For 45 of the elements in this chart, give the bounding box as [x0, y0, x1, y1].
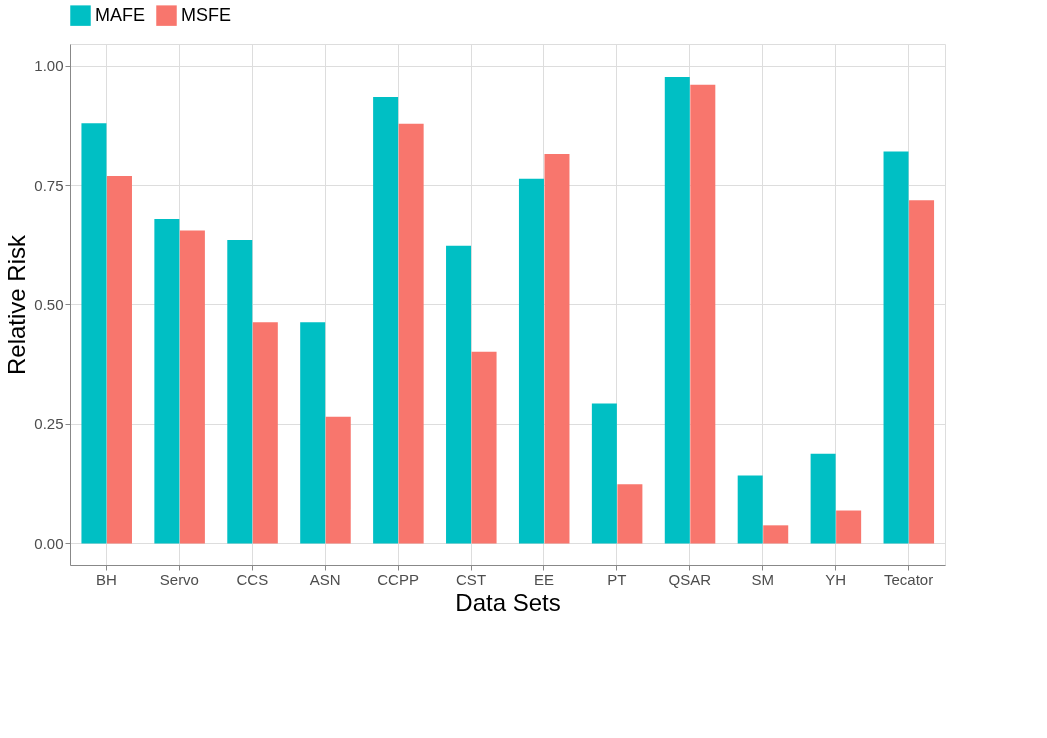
- y-axis-title: Relative Risk: [3, 233, 31, 376]
- y-tick-label: 0.25: [34, 415, 64, 433]
- bar: [737, 475, 763, 544]
- x-tick-label: CST: [456, 570, 487, 588]
- bar: [227, 239, 253, 544]
- bar: [690, 84, 716, 544]
- x-tick-label: BH: [96, 570, 117, 588]
- x-tick-label: CCPP: [377, 570, 419, 588]
- x-tick-label: YH: [825, 570, 847, 588]
- bar: [471, 351, 497, 544]
- x-tick-label: EE: [533, 570, 554, 588]
- bar: [446, 245, 472, 544]
- bar: [106, 175, 132, 544]
- bar: [81, 123, 107, 544]
- y-tick-label: 0.50: [34, 296, 64, 313]
- bar: [544, 153, 570, 544]
- bar: [518, 178, 544, 544]
- x-tick-label: QSAR: [668, 570, 712, 588]
- x-tick-label: Tecator: [883, 570, 934, 588]
- bar: [154, 218, 180, 544]
- x-tick-label: ASN: [309, 570, 341, 588]
- bar: [373, 97, 399, 544]
- bar: [591, 403, 617, 544]
- x-tick-label: CCS: [236, 570, 269, 588]
- bar: [617, 484, 643, 544]
- x-axis-title: Data Sets: [455, 588, 561, 616]
- x-tick-label: SM: [751, 570, 774, 588]
- legend-label: MSFE: [181, 4, 232, 25]
- y-tick-label: 0.75: [34, 176, 64, 194]
- bar: [179, 230, 205, 544]
- x-tick-label: PT: [607, 570, 627, 588]
- x-tick-label: Servo: [159, 570, 199, 588]
- bar: [300, 322, 326, 544]
- bar: [883, 151, 909, 544]
- bar: [836, 510, 862, 544]
- bar: [909, 200, 935, 544]
- bar: [664, 76, 690, 544]
- y-tick-label: 1.00: [34, 57, 64, 75]
- bar: [763, 525, 789, 544]
- y-tick-label: 0.00: [34, 534, 64, 552]
- legend-label: MAFE: [95, 4, 146, 25]
- bar: [252, 322, 278, 544]
- bar: [325, 416, 351, 544]
- bar: [810, 453, 836, 544]
- bar: [398, 123, 424, 544]
